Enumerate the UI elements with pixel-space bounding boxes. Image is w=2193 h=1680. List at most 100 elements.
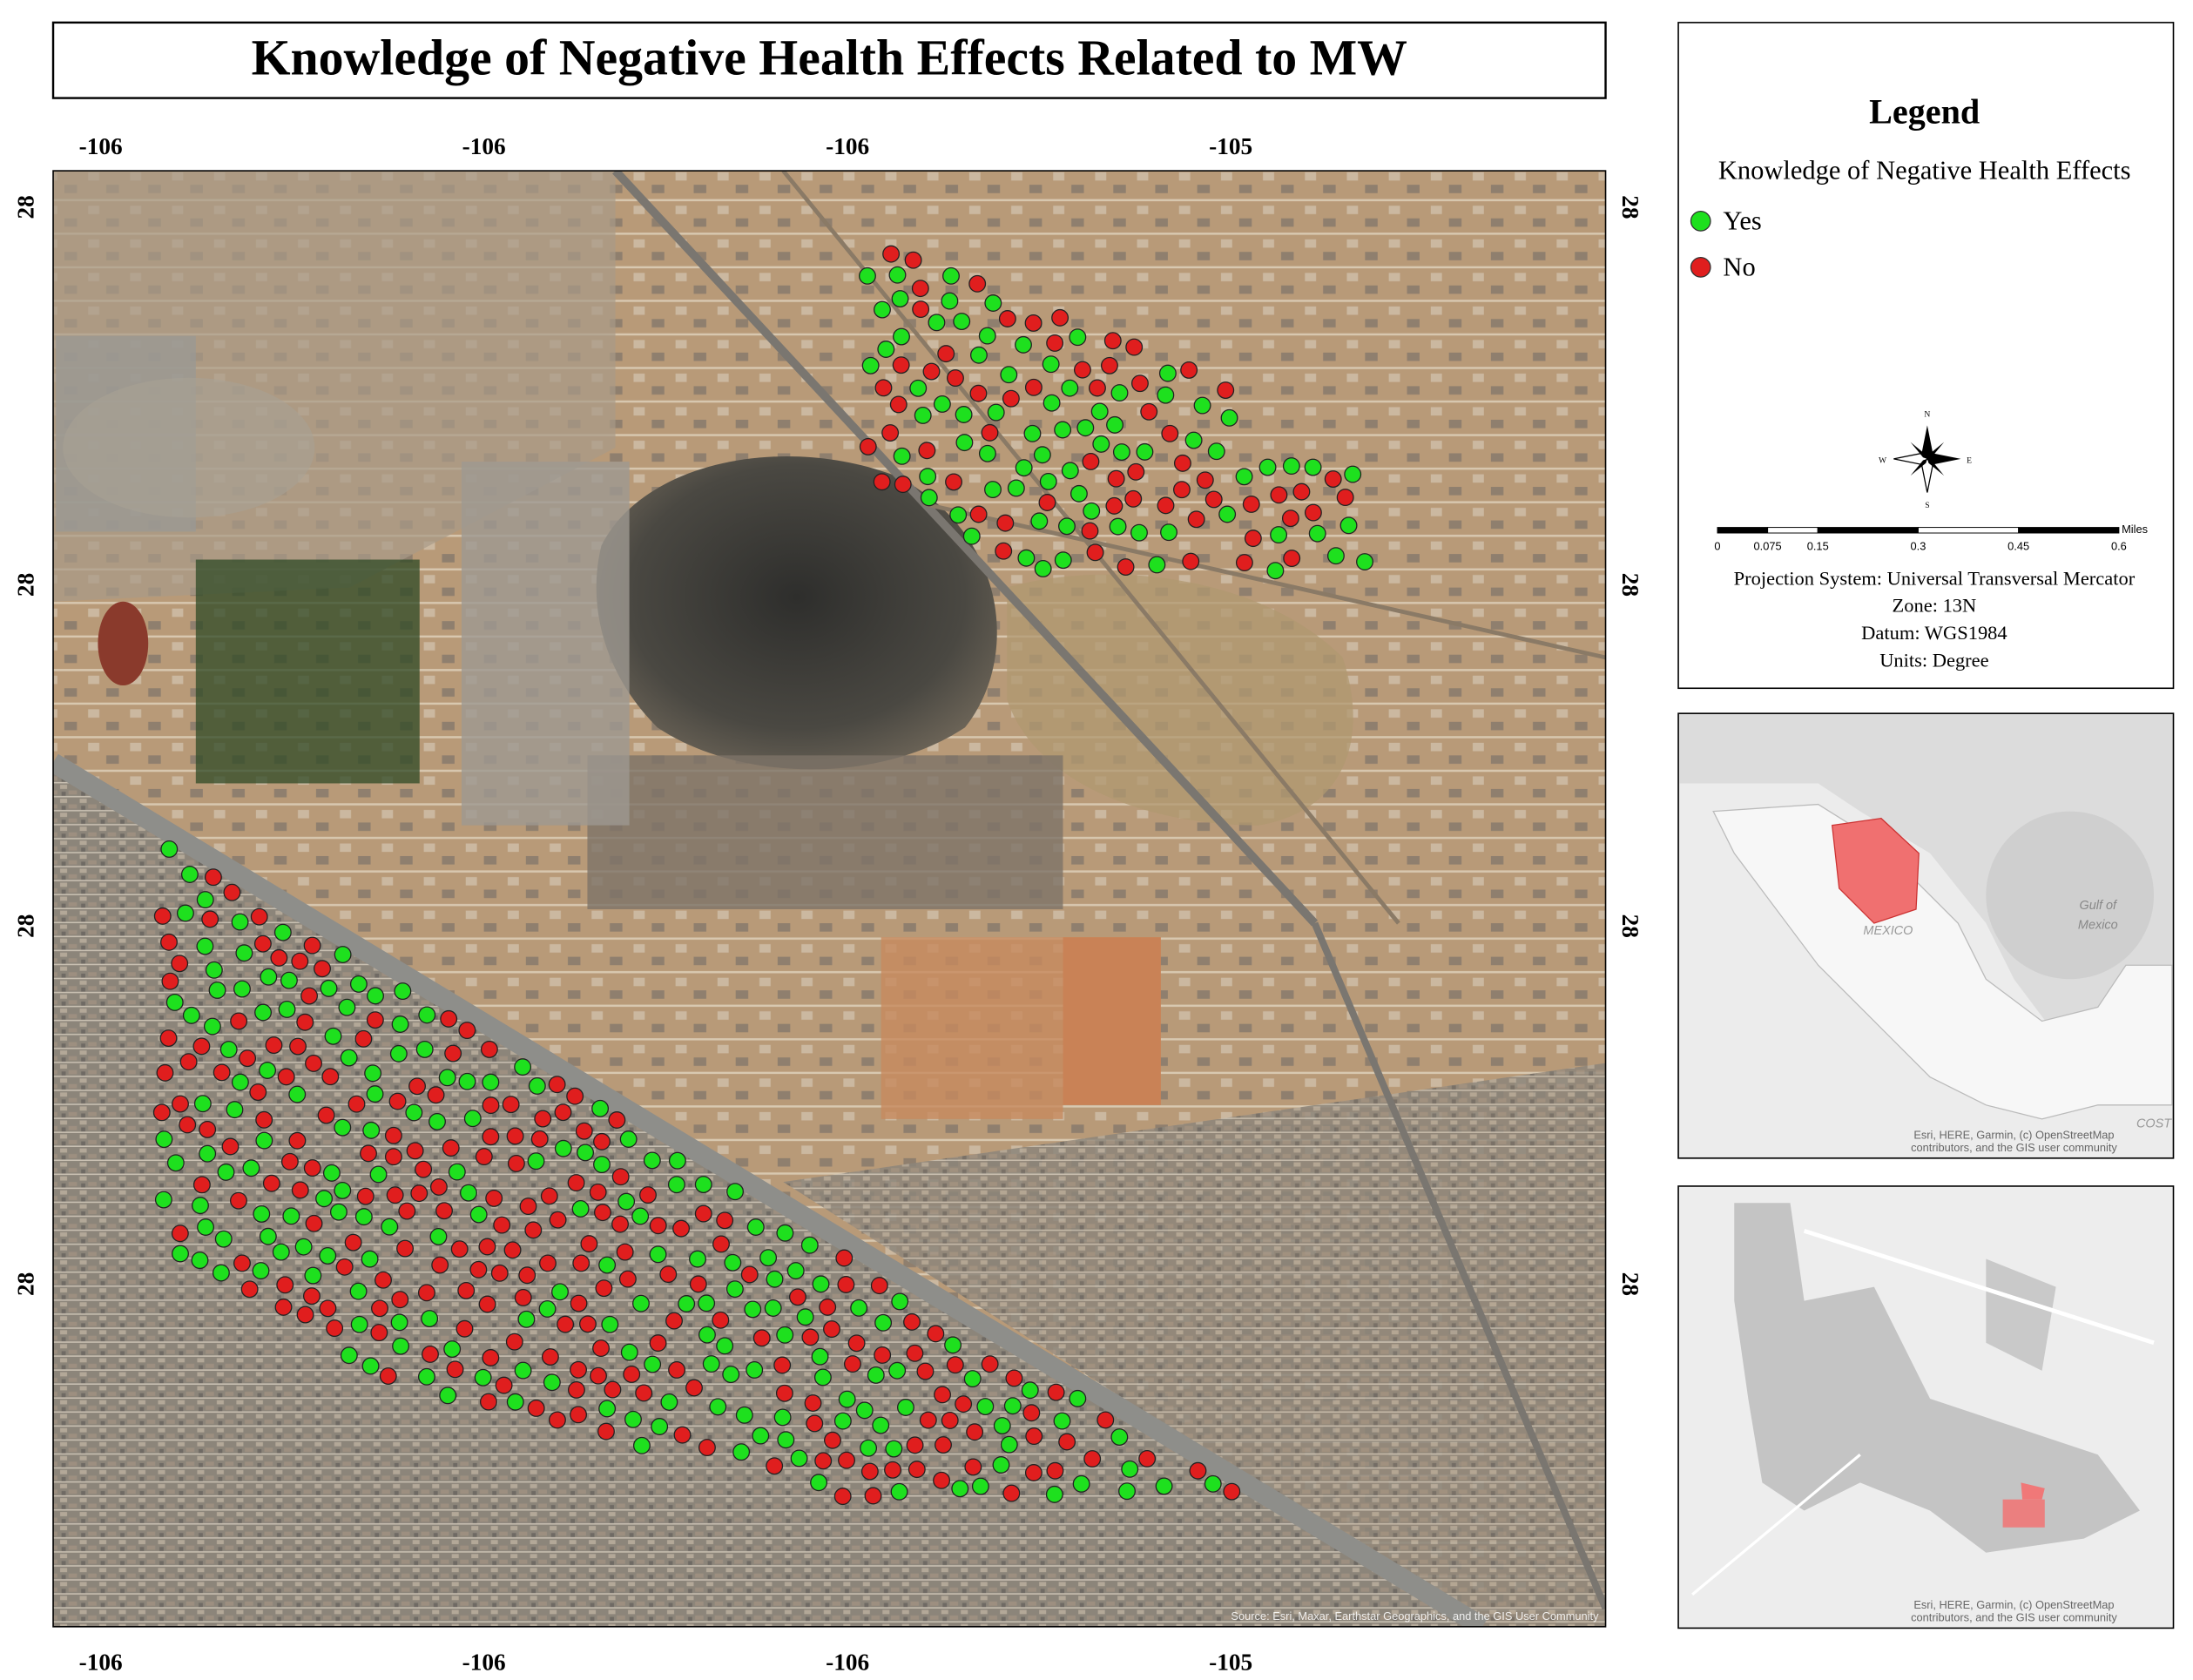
survey-point [384,1126,402,1144]
survey-point [1081,522,1099,540]
survey-point [1033,446,1051,464]
survey-point [716,1337,734,1355]
survey-point [335,1258,354,1276]
survey-point [673,1426,692,1444]
survey-point [349,975,368,993]
survey-point [1092,435,1110,453]
survey-point [651,1418,669,1435]
scale-label: 0.6 [2111,539,2127,552]
survey-point [776,1326,794,1344]
compass-letter: E [1967,456,1972,466]
survey-point [349,1282,368,1300]
survey-point [953,313,971,331]
inset-attribution: contributors, and the GIS user community [1911,1141,2117,1154]
survey-point [422,1346,439,1363]
survey-point [1235,468,1253,486]
survey-point [274,1298,293,1316]
survey-point [1160,523,1177,542]
survey-point [478,1295,496,1313]
satellite-map: Source: Esri, Maxar, Earthstar Geographi… [53,171,1606,1627]
survey-point [635,1384,653,1402]
survey-point [575,1122,593,1140]
survey-point [963,1370,982,1388]
survey-point [554,1139,572,1157]
survey-point [1118,1482,1136,1501]
survey-point [702,1355,720,1373]
survey-point [514,1058,532,1076]
bottom-label: -106 [462,1650,506,1676]
survey-point [732,1443,751,1461]
survey-point [203,1017,221,1036]
survey-point [254,1003,273,1022]
survey-point [746,1361,764,1379]
survey-point [801,1328,820,1346]
survey-point [935,1436,952,1454]
inset-mexico-map [1679,783,2173,1157]
survey-point [1282,457,1300,476]
survey-point [590,1366,607,1385]
survey-point [601,1315,619,1333]
survey-point [455,1319,474,1338]
survey-point [391,1015,409,1033]
bottom-label: -106 [79,1650,123,1676]
inset-attribution: Esri, HERE, Garmin, (c) OpenStreetMap [1913,1598,2114,1611]
survey-point [709,1398,727,1416]
survey-point [752,1329,771,1347]
survey-point [156,1063,174,1082]
survey-point [255,1131,273,1150]
legend-label: Yes [1723,206,1761,236]
survey-point [1046,334,1064,352]
survey-point [644,1355,662,1373]
survey-point [941,1411,959,1429]
survey-point [620,1343,638,1361]
survey-point [205,961,223,979]
survey-point [668,1361,686,1379]
survey-point [597,1422,615,1440]
survey-point [1000,1435,1018,1454]
survey-point [389,1044,408,1063]
survey-point [460,1184,477,1202]
survey-point [326,1319,344,1338]
scale-label: 0.15 [1807,539,1829,552]
survey-point [1057,517,1076,536]
survey-point [219,1041,238,1059]
survey-point [417,1284,435,1302]
survey-point [672,1219,691,1238]
survey-point [319,1246,337,1265]
survey-point [698,1439,716,1457]
survey-point [916,1362,935,1380]
survey-point [888,266,907,284]
survey-point [998,310,1016,327]
survey-point [361,1250,379,1268]
survey-point [334,946,352,963]
survey-point [874,300,891,319]
survey-point [1083,1450,1102,1468]
survey-point [955,1395,973,1413]
survey-point [1047,1383,1065,1401]
survey-point [199,1144,217,1163]
survey-point [725,1280,744,1299]
survey-point [334,1181,352,1199]
scale-label: 0 [1714,539,1720,552]
survey-point [439,1387,457,1405]
survey-point [386,1186,404,1204]
survey-point [812,1275,830,1293]
survey-point [429,1177,448,1196]
survey-point [1058,1433,1076,1451]
survey-point [277,1068,295,1086]
scale-label: 0.075 [1754,539,1782,552]
survey-point [941,292,959,310]
survey-point [361,1357,380,1375]
survey-point [317,1106,335,1124]
survey-point [197,1218,215,1236]
survey-point [1217,381,1235,400]
survey-point [166,1154,185,1172]
survey-point [712,1235,730,1253]
survey-point [698,1294,716,1312]
survey-point [567,1380,585,1399]
survey-point [838,1451,855,1469]
survey-point [624,1410,642,1428]
survey-point [659,1265,678,1284]
survey-point [374,1271,392,1289]
survey-point [370,1324,388,1342]
